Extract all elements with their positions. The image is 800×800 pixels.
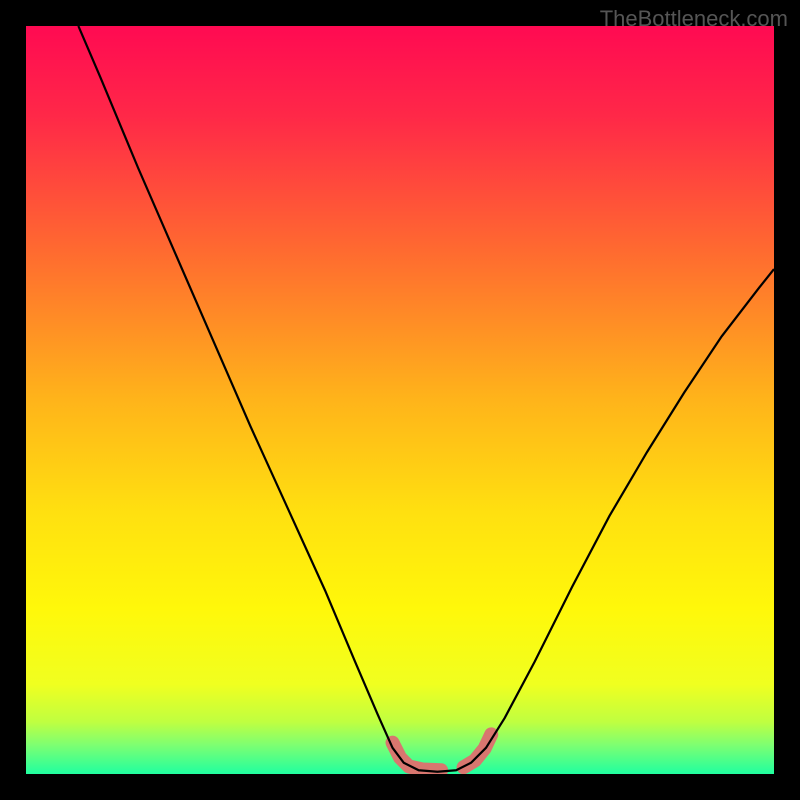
- highlight-segment: [464, 734, 492, 767]
- plot-area: [26, 26, 774, 774]
- chart-container: TheBottleneck.com: [0, 0, 800, 800]
- watermark-text: TheBottleneck.com: [600, 6, 788, 32]
- bottleneck-curve: [26, 26, 774, 774]
